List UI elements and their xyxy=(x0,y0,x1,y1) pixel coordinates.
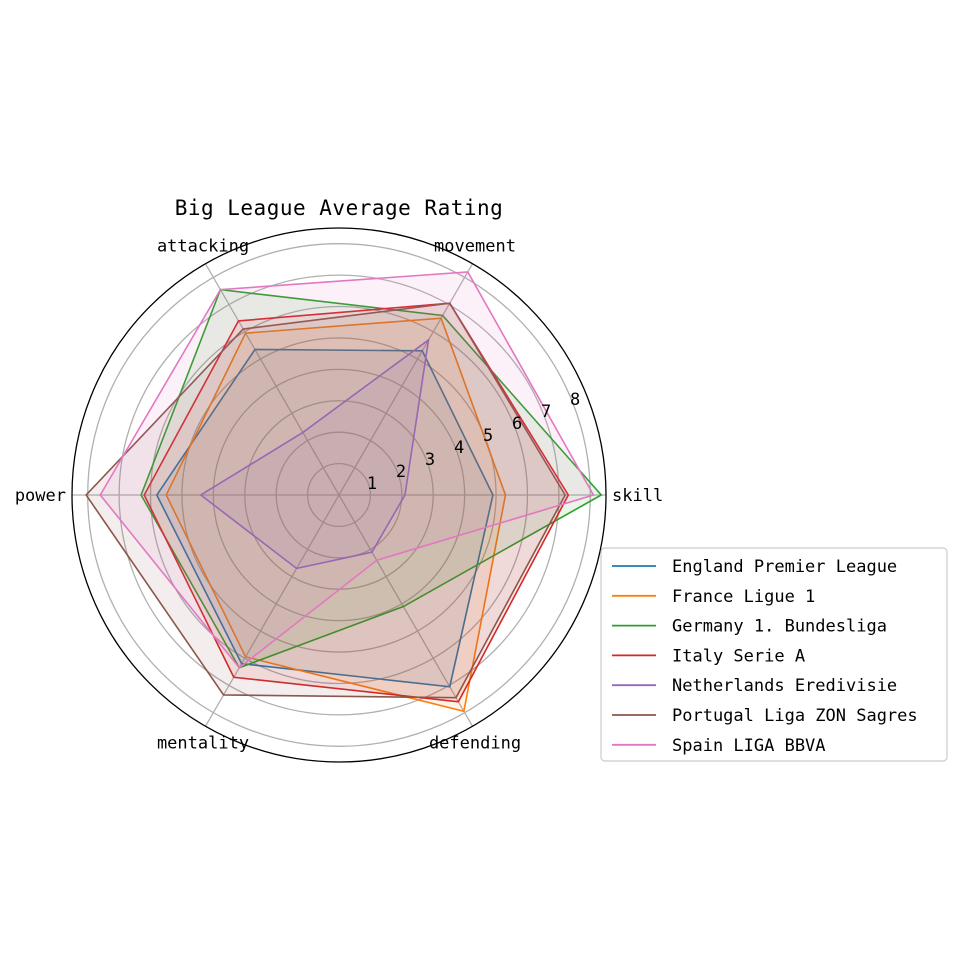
grid-spoke xyxy=(338,494,474,727)
series-area xyxy=(100,271,594,668)
radial-tick-label: 8 xyxy=(570,390,580,410)
legend-label: Italy Serie A xyxy=(672,646,805,666)
axis-label-mentality: mentality xyxy=(157,734,249,754)
grid-spoke xyxy=(204,263,340,496)
series-area xyxy=(166,318,506,712)
axis-label-power: power xyxy=(15,486,66,506)
legend-label: England Premier League xyxy=(672,557,897,577)
series-area xyxy=(141,289,602,668)
radial-tick-label: 5 xyxy=(483,426,493,446)
chart-title: Big League Average Rating xyxy=(175,196,504,220)
radar-series xyxy=(85,271,603,713)
series-line xyxy=(140,288,603,669)
series-area xyxy=(156,349,493,687)
polar-frame xyxy=(71,227,607,763)
grid-spoke xyxy=(204,494,340,727)
series-line xyxy=(199,338,430,570)
radial-tick-label: 1 xyxy=(367,474,377,494)
series-line xyxy=(85,302,567,699)
series-line xyxy=(155,348,494,688)
legend-label: France Ligue 1 xyxy=(672,587,815,607)
legend: England Premier League France Ligue 1 Germ… xyxy=(600,547,948,762)
axis-label-movement: movement xyxy=(434,236,516,256)
radar-grid xyxy=(71,227,607,763)
radial-tick-label: 3 xyxy=(425,450,435,470)
series-area xyxy=(144,303,569,702)
radial-tick-label: 6 xyxy=(512,414,522,434)
legend-label: Portugal Liga ZON Sagres xyxy=(672,706,918,726)
series-line xyxy=(99,271,595,669)
radial-tick-label: 4 xyxy=(454,438,464,458)
radial-tick-label: 2 xyxy=(396,462,406,482)
legend-frame xyxy=(600,547,948,762)
axis-label-skill: skill xyxy=(612,486,663,506)
series-area xyxy=(200,339,429,569)
series-area xyxy=(86,303,566,698)
legend-label: Germany 1. Bundesliga xyxy=(672,617,887,637)
radial-tick-label: 7 xyxy=(541,402,551,422)
legend-label: Netherlands Eredivisie xyxy=(672,676,897,696)
series-line xyxy=(165,317,507,713)
legend-label: Spain LIGA BBVA xyxy=(672,736,826,756)
grid-spoke xyxy=(338,263,474,496)
axis-label-attacking: attacking xyxy=(157,236,249,256)
axis-label-defending: defending xyxy=(429,734,521,754)
